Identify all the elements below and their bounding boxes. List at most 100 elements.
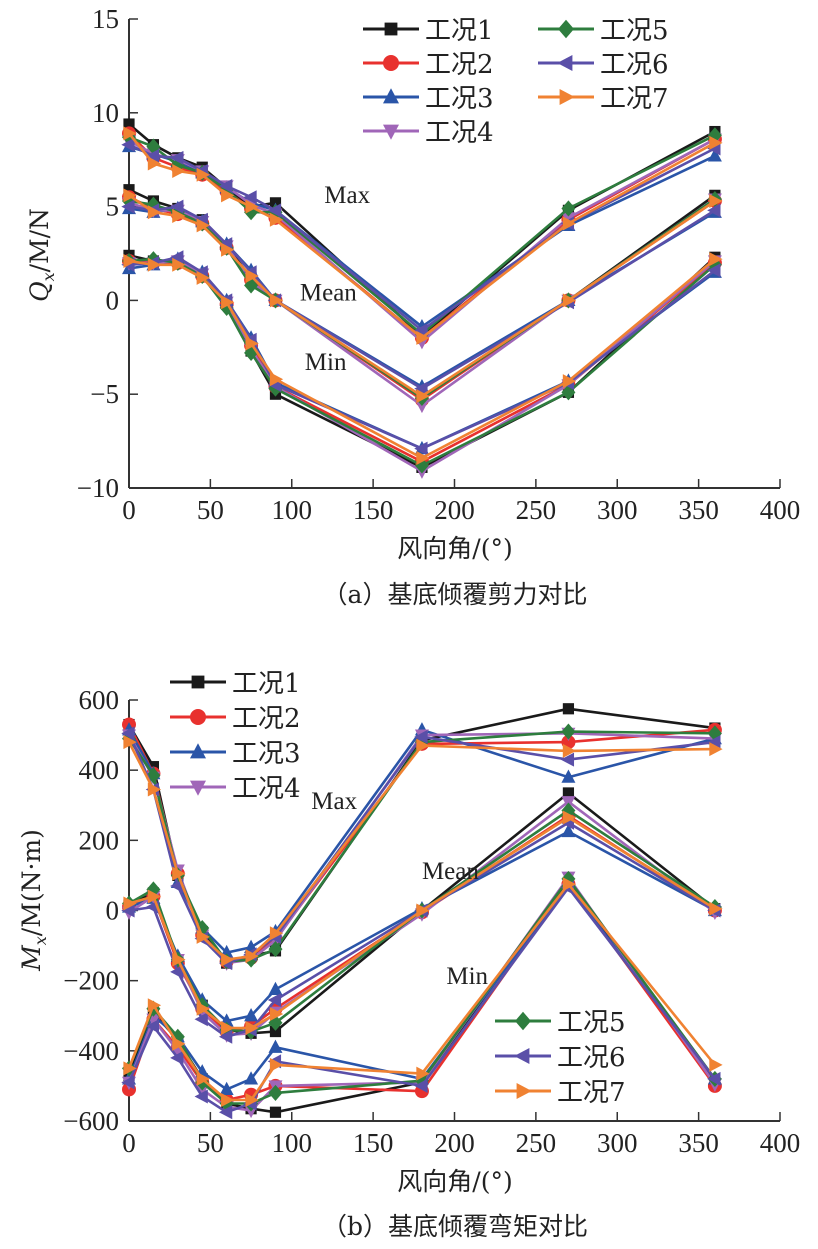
data-point-mean [414, 381, 428, 396]
data-point-min [414, 457, 429, 474]
legend-marker-icon [515, 1011, 531, 1031]
legend-marker-icon [558, 19, 574, 39]
data-point-min [245, 1092, 259, 1107]
data-point-mean [416, 903, 430, 918]
series-line-max [127, 730, 715, 963]
data-point-max [561, 769, 576, 783]
data-point-max [221, 188, 235, 203]
legend-marker-icon [514, 1048, 530, 1064]
series-line-max [128, 143, 716, 332]
x-tick-label: 250 [516, 1128, 557, 1158]
series-line-mean [128, 196, 716, 402]
y-tick-label: 0 [106, 896, 120, 926]
data-point-min [709, 252, 723, 267]
x-tick-label: 100 [272, 495, 313, 525]
legend-marker-icon [190, 743, 206, 759]
legend-label: 工况3 [425, 84, 494, 114]
series-line-max [127, 724, 716, 963]
data-point-min [269, 1106, 282, 1118]
legend-label: 工况7 [557, 1078, 626, 1108]
data-point-min [562, 374, 577, 389]
panel-a-annotations: Max Mean Min [300, 182, 371, 376]
data-point-max [562, 743, 577, 758]
x-tick-label: 100 [272, 1128, 313, 1158]
legend-item: 工况7 [495, 1078, 626, 1108]
svg-text:Qx/M/N: Qx/M/N [25, 208, 58, 302]
data-point-max [243, 190, 257, 205]
data-point-mean [416, 389, 430, 404]
legend-item: 工况5 [538, 16, 669, 46]
data-point-min [172, 1036, 186, 1051]
y-tick-label: 15 [92, 4, 119, 34]
data-point-max [123, 118, 135, 130]
data-point-min [244, 344, 259, 361]
data-point-mean [414, 399, 429, 414]
data-point-max [146, 138, 161, 155]
y-tick-label: −200 [63, 966, 119, 996]
data-point-max [414, 323, 428, 338]
data-point-max [123, 735, 137, 750]
data-point-mean [221, 1021, 235, 1036]
x-tick-label: 50 [197, 1128, 224, 1158]
panel-b-y-axis-title-main: M [17, 944, 46, 972]
series-line-mean [128, 821, 716, 1039]
data-point-max [121, 137, 135, 152]
legend-marker-icon [383, 124, 399, 140]
data-point-max [218, 178, 233, 193]
data-point-mean [562, 293, 577, 308]
panel-b-y-ticks: −600 −400 −200 0 200 400 600 [63, 685, 138, 1136]
x-tick-label: 150 [353, 495, 394, 525]
legend-label: 工况6 [557, 1043, 626, 1073]
panel-b-axes [128, 700, 780, 1122]
data-point-max [121, 726, 135, 741]
data-point-max [709, 742, 723, 757]
data-point-max [221, 952, 235, 967]
data-point-min [219, 1081, 234, 1096]
legend-item: 工况1 [363, 16, 494, 46]
data-point-max [707, 148, 722, 162]
legend-item: 工况6 [495, 1043, 626, 1073]
series-line-min [128, 258, 716, 460]
data-point-max [416, 738, 430, 753]
data-point-min [121, 1075, 135, 1090]
legend-marker-icon [559, 89, 575, 105]
data-point-max [416, 330, 430, 345]
data-point-mean [268, 981, 283, 996]
data-point-min [707, 263, 721, 278]
x-tick-label: 350 [678, 495, 719, 525]
panel-a-y-axis-title-sub: x [39, 272, 58, 281]
legend-label: 工况7 [600, 84, 669, 114]
legend-item: 工况4 [363, 118, 494, 148]
y-tick-label: −400 [63, 1036, 119, 1066]
x-tick-label: 400 [760, 495, 801, 525]
data-point-min [123, 254, 137, 269]
series-6-max [121, 137, 721, 338]
panel-b-legend-top: 工况1 工况2 工况3 工况4 [170, 669, 301, 804]
data-point-max [707, 127, 722, 144]
x-tick-label: 0 [122, 1128, 136, 1158]
x-tick-label: 400 [760, 1128, 801, 1158]
annotation-min: Min [305, 349, 347, 376]
panel-b-caption: （b）基底倾覆弯矩对比 [322, 1212, 588, 1241]
series-7-max [123, 126, 723, 345]
series-line-mean [128, 205, 716, 390]
data-point-min [416, 450, 430, 465]
data-point-max [269, 926, 284, 941]
series-line-min [128, 255, 716, 450]
y-tick-label: 400 [79, 755, 120, 785]
data-point-min [196, 270, 210, 285]
data-point-mean [245, 269, 259, 284]
data-point-max [147, 782, 162, 797]
data-point-min [562, 877, 577, 892]
legend-label: 工况5 [600, 16, 669, 46]
legend-label: 工况3 [232, 739, 301, 769]
data-point-mean [121, 903, 135, 918]
panel-a-y-axis-title-rest: /M/N [25, 208, 54, 272]
annotation-mean: Mean [300, 279, 357, 306]
legend-item: 工况7 [538, 84, 669, 114]
series-line-min [127, 886, 716, 1114]
data-point-mean [170, 964, 184, 979]
x-tick-label: 250 [516, 495, 557, 525]
series-4-max [122, 133, 722, 350]
series-line-mean [128, 198, 716, 407]
